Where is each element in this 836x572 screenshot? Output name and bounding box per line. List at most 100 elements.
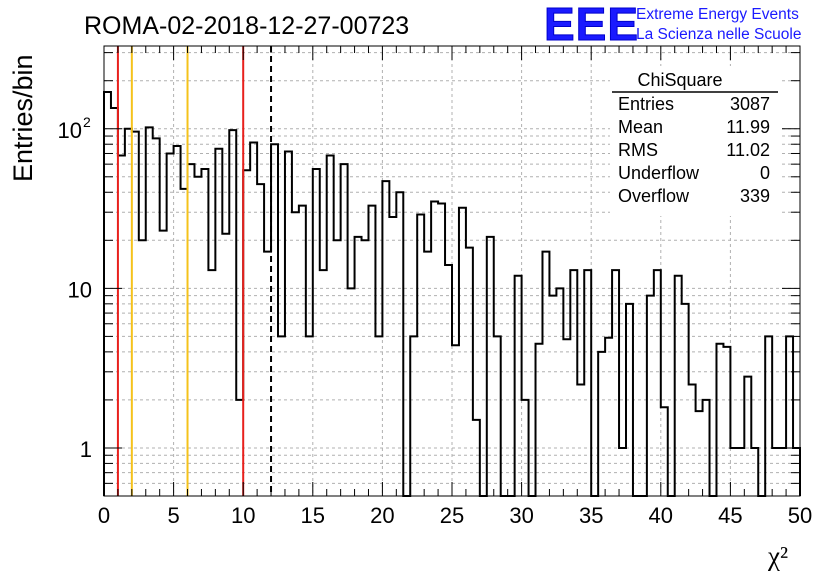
histogram-bin: [549, 296, 556, 496]
x-tick-label: 30: [509, 503, 533, 528]
histogram-bin: [139, 240, 146, 496]
stats-rows: Entries 3087 Mean 11.99 RMS 11.02 Underflow 0 Ov…: [618, 94, 770, 206]
histogram-bin: [647, 296, 654, 496]
histogram-bin: [125, 129, 132, 496]
stats-row-value: 339: [740, 186, 770, 206]
histogram-bin: [222, 234, 229, 496]
histogram-bin: [473, 420, 480, 496]
x-tick-label: 45: [718, 503, 742, 528]
y-tick-label: 1: [80, 437, 92, 462]
histogram-bin: [438, 204, 445, 496]
histogram-bin: [605, 338, 612, 496]
histogram-bin: [737, 448, 744, 496]
histogram-bin: [264, 252, 271, 496]
histogram-bin: [744, 377, 751, 496]
histogram-bin: [382, 181, 389, 496]
x-tick-label: 20: [370, 503, 394, 528]
stats-row-label: Overflow: [618, 186, 690, 206]
x-tick-labels: 0 5 10 15 20 25 30 35 40 45 50: [98, 503, 812, 528]
logo-mark: EEE: [544, 0, 639, 50]
histogram-bin: [153, 138, 160, 496]
histogram-bin: [348, 288, 355, 496]
histogram-bin: [779, 448, 786, 496]
logo-line2: La Scienza nelle Scuole: [636, 26, 801, 43]
histogram-bin: [689, 384, 696, 496]
logo-line1: Extreme Energy Events: [636, 6, 799, 23]
histogram-bin: [146, 127, 153, 496]
histogram-bin: [313, 169, 320, 496]
histogram-bin: [341, 164, 348, 496]
x-tick-label: 50: [788, 503, 812, 528]
eee-logo: EEE Extreme Energy Events La Scienza nel…: [544, 0, 802, 51]
stats-box: ChiSquare Entries 3087 Mean 11.99 RMS 11.02 Un…: [610, 66, 780, 216]
histogram-bin: [215, 149, 222, 496]
histogram-bin: [389, 217, 396, 496]
histogram-bin: [396, 192, 403, 496]
histogram-bin: [515, 276, 522, 496]
histogram-bin: [542, 252, 549, 496]
x-tick-label: 5: [167, 503, 179, 528]
stats-row-label: Mean: [618, 117, 663, 137]
histogram-bin: [375, 336, 382, 496]
histogram-bin: [306, 336, 313, 496]
histogram-bin: [466, 248, 473, 496]
histogram-step-line: [103, 90, 801, 497]
histogram-bin: [410, 336, 417, 496]
histogram-bin: [772, 448, 779, 496]
histogram-bin: [570, 270, 577, 496]
histogram-bin: [723, 347, 730, 496]
histogram-bin: [703, 400, 710, 496]
histogram-bin: [445, 265, 452, 496]
y-tick-label: 10: [58, 118, 82, 143]
stats-box-title: ChiSquare: [637, 70, 722, 90]
stats-row-label: RMS: [618, 140, 658, 160]
histogram-bin: [417, 215, 424, 496]
threshold-lines-layer: [116, 46, 273, 496]
y-tick-label: 10: [68, 277, 92, 302]
histogram-bin: [424, 252, 431, 496]
stats-row-value: 0: [760, 163, 770, 183]
histogram-bin: [368, 206, 375, 496]
histogram-bin: [160, 231, 167, 496]
histogram-bin: [765, 336, 772, 496]
stats-row-value: 11.02: [726, 140, 770, 160]
histogram-bin: [786, 336, 793, 496]
histogram-bin: [751, 448, 758, 496]
x-tick-label: 0: [98, 503, 110, 528]
x-tick-label: 10: [231, 503, 255, 528]
histogram-bin: [201, 169, 208, 496]
stats-row-label: Underflow: [618, 163, 700, 183]
histogram-bin: [181, 189, 188, 496]
histogram-bin: [522, 400, 529, 496]
histogram-bin: [334, 240, 341, 496]
histogram-bin: [654, 270, 661, 496]
histogram-bin: [167, 153, 174, 496]
histogram-bin: [229, 130, 236, 496]
histogram-bin: [556, 288, 563, 496]
histogram-bin: [278, 336, 285, 496]
chart-title: ROMA-02-2018-12-27-00723: [84, 12, 409, 40]
histogram-bin: [250, 143, 257, 496]
histogram-layer: [103, 90, 801, 497]
histogram-bin: [459, 208, 466, 496]
histogram-bin: [598, 352, 605, 496]
x-tick-label: 35: [579, 503, 603, 528]
histogram-bin: [626, 304, 633, 496]
histogram-bin: [716, 344, 723, 496]
histogram-bin: [431, 202, 438, 496]
histogram-bin: [682, 304, 689, 496]
histogram-bin: [299, 206, 306, 496]
x-tick-label: 40: [649, 503, 673, 528]
histogram-bin: [271, 144, 278, 496]
histogram-bin: [563, 339, 570, 496]
histogram-bin: [536, 344, 543, 496]
histogram-bin: [452, 345, 459, 496]
histogram-bin: [104, 92, 111, 496]
histogram-bin: [132, 132, 139, 496]
histogram-bin: [208, 270, 215, 496]
histogram-bin: [292, 212, 299, 496]
histogram-bin: [188, 164, 195, 496]
axis-ticks: [103, 46, 801, 496]
